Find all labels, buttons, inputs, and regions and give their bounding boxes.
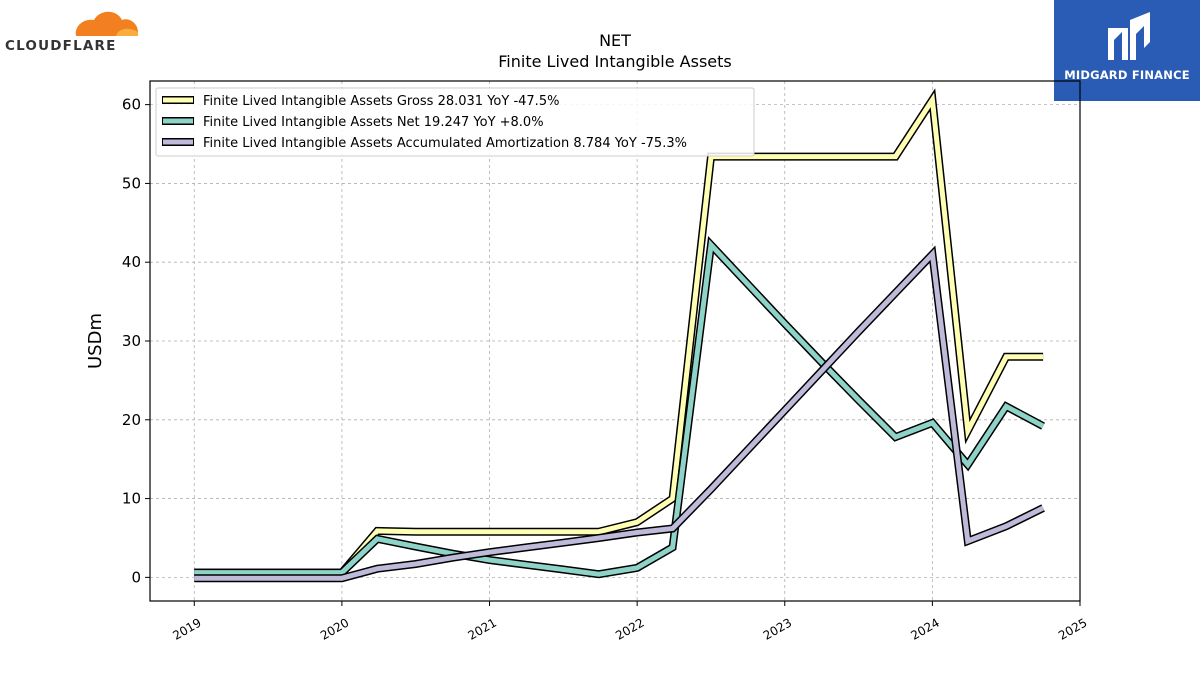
y-tick-label: 60 xyxy=(122,96,141,114)
midgard-emblem-icon xyxy=(1108,12,1150,60)
series-outline-0 xyxy=(194,88,1044,577)
x-tick-label: 2023 xyxy=(761,615,794,642)
y-tick-label: 10 xyxy=(122,490,141,508)
x-tick-label: 2025 xyxy=(1056,615,1089,642)
y-tick-label: 50 xyxy=(122,174,141,192)
y-tick-label: 20 xyxy=(122,411,141,429)
midgard-finance-text: MIDGARD FINANCE xyxy=(1064,68,1190,82)
series-line-0 xyxy=(194,92,1044,576)
legend-box xyxy=(155,87,755,157)
y-tick-label: 0 xyxy=(131,568,141,586)
chart-title: NET xyxy=(599,31,631,50)
y-tick-label: 40 xyxy=(122,253,141,271)
y-axis-label: USDm xyxy=(85,313,106,369)
cloudflare-logo-text: CLOUDFLARE xyxy=(5,38,117,54)
cloud-icon xyxy=(75,11,138,36)
series-lines xyxy=(194,88,1045,583)
y-tick-label: 30 xyxy=(122,332,141,350)
series-line-1 xyxy=(194,239,1045,577)
series-line-2 xyxy=(194,248,1045,581)
x-tick-label: 2022 xyxy=(613,615,646,642)
chart-subtitle: Finite Lived Intangible Assets xyxy=(498,52,732,71)
x-tick-label: 2020 xyxy=(318,615,351,642)
legend-label-2: Finite Lived Intangible Assets Accumulat… xyxy=(203,136,687,151)
legend: Finite Lived Intangible Assets Gross 28.… xyxy=(155,87,755,157)
x-tick-label: 2024 xyxy=(908,615,941,642)
x-tick-label: 2021 xyxy=(466,615,499,642)
x-tick-label: 2019 xyxy=(170,615,203,642)
legend-label-1: Finite Lived Intangible Assets Net 19.24… xyxy=(203,115,544,130)
legend-label-0: Finite Lived Intangible Assets Gross 28.… xyxy=(203,94,559,109)
midgard-finance-logo: MIDGARD FINANCE xyxy=(1054,0,1200,101)
